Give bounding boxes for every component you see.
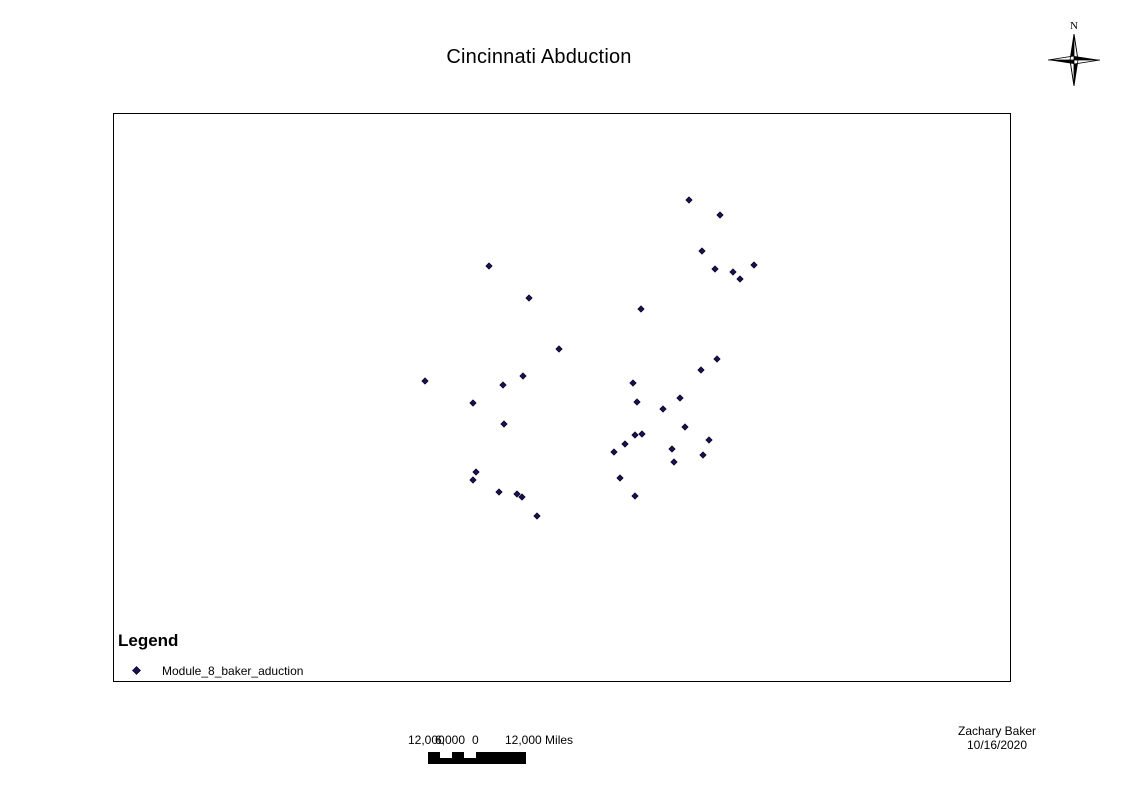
- abduction-point: [697, 366, 705, 374]
- north-arrow-compass-icon: [1047, 33, 1101, 87]
- legend: Legend Module_8_baker_aduction: [118, 629, 438, 679]
- abduction-point: [499, 381, 507, 389]
- abduction-point: [698, 247, 706, 255]
- scale-label-zero: 0: [472, 733, 479, 747]
- author-name: Zachary Baker: [957, 724, 1037, 738]
- scale-label-mid: 6,000: [435, 733, 466, 747]
- abduction-point: [638, 430, 646, 438]
- author-block: Zachary Baker 10/16/2020: [940, 724, 1054, 752]
- map-frame: Legend Module_8_baker_aduction: [113, 113, 1011, 682]
- abduction-point: [519, 372, 527, 380]
- legend-item: Module_8_baker_aduction: [118, 663, 438, 679]
- abduction-point: [610, 448, 618, 456]
- abduction-point: [705, 436, 713, 444]
- abduction-point: [472, 468, 480, 476]
- abduction-point: [713, 355, 721, 363]
- legend-item-label: Module_8_baker_aduction: [162, 664, 304, 678]
- abduction-point: [495, 488, 503, 496]
- abduction-point: [421, 377, 429, 385]
- abduction-point: [676, 394, 684, 402]
- abduction-point: [500, 420, 508, 428]
- abduction-point: [670, 458, 678, 466]
- abduction-point: [621, 440, 629, 448]
- abduction-point: [711, 265, 719, 273]
- scale-label-right: 12,000 Miles: [505, 733, 574, 747]
- abduction-point: [469, 476, 477, 484]
- abduction-point: [616, 474, 624, 482]
- abduction-point: [525, 294, 533, 302]
- abduction-point: [699, 451, 707, 459]
- abduction-point: [633, 398, 641, 406]
- abduction-point: [631, 492, 639, 500]
- abduction-point: [659, 405, 667, 413]
- abduction-point: [750, 261, 758, 269]
- abduction-point: [668, 445, 676, 453]
- scale-bar-graphic: [428, 752, 526, 764]
- abduction-point: [631, 431, 639, 439]
- abduction-point: [555, 345, 563, 353]
- abduction-point: [518, 493, 526, 501]
- abduction-point: [629, 379, 637, 387]
- author-date: 10/16/2020: [966, 738, 1028, 752]
- abduction-point: [469, 399, 477, 407]
- abduction-point: [681, 423, 689, 431]
- abduction-point: [533, 512, 541, 520]
- scale-bar-labels: 12,000 6,000 0 12,000 Miles: [400, 732, 600, 748]
- map-canvas: [421, 196, 758, 520]
- map-title: Cincinnati Abduction: [446, 46, 632, 68]
- abduction-point: [485, 262, 493, 270]
- legend-title: Legend: [118, 631, 179, 650]
- abduction-point: [716, 211, 724, 219]
- abduction-point: [685, 196, 693, 204]
- scale-label-left: 12,000: [408, 733, 445, 747]
- scale-bar: 12,000 6,000 0 12,000 Miles: [400, 732, 600, 766]
- abduction-point: [513, 490, 521, 498]
- point-marker-icon: [132, 666, 141, 675]
- north-label: N: [1070, 20, 1078, 32]
- abduction-point: [736, 275, 744, 283]
- abduction-point: [637, 305, 645, 313]
- north-arrow: N: [1046, 20, 1102, 88]
- abduction-point: [729, 268, 737, 276]
